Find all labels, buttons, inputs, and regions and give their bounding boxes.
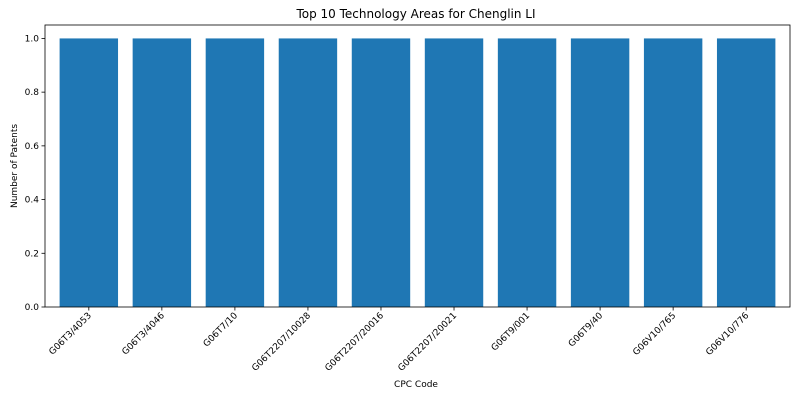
x-tick-label: G06V10/765 bbox=[631, 311, 678, 358]
y-tick-label: 0.0 bbox=[25, 303, 40, 313]
plot-area: G06T3/4053 G06T3/4046 G06T7/10 G06T2207/100… bbox=[25, 25, 790, 374]
x-tick-label: G06T9/001 bbox=[490, 311, 532, 353]
y-tick-label: 1.0 bbox=[25, 34, 40, 44]
x-tick-label: G06T3/4046 bbox=[121, 311, 168, 358]
chart-title: Top 10 Technology Areas for Chenglin LI bbox=[295, 7, 535, 21]
y-tick-label: 0.2 bbox=[25, 249, 39, 259]
bar-G06T2207/20016 bbox=[352, 38, 410, 307]
bar-G06T2207/10028 bbox=[279, 38, 337, 307]
x-tick-label: G06T7/10 bbox=[202, 311, 240, 349]
bar-G06T3/4046 bbox=[133, 38, 191, 307]
bar-G06V10/765 bbox=[644, 38, 702, 307]
x-tick-label: G06T3/4053 bbox=[48, 311, 94, 357]
y-tick-label: 0.8 bbox=[25, 88, 40, 98]
y-tick-label: 0.6 bbox=[25, 142, 40, 152]
bar-G06T2207/20021 bbox=[425, 38, 483, 307]
bar-G06V10/776 bbox=[717, 38, 775, 307]
bar-G06T3/4053 bbox=[60, 38, 118, 307]
bar-G06T9/40 bbox=[571, 38, 629, 307]
y-tick-label: 0.4 bbox=[25, 196, 40, 206]
x-tick-label: G06V10/776 bbox=[704, 311, 751, 358]
x-axis-label: CPC Code bbox=[394, 380, 438, 390]
x-tick-label: G06T2207/20021 bbox=[397, 311, 460, 374]
y-axis-label: Number of Patents bbox=[10, 124, 20, 208]
bar-G06T9/001 bbox=[498, 38, 556, 307]
bar-G06T7/10 bbox=[206, 38, 264, 307]
x-tick-label: G06T2207/20016 bbox=[324, 311, 387, 374]
x-tick-label: G06T9/40 bbox=[567, 311, 605, 349]
x-tick-label: G06T2207/10028 bbox=[250, 311, 313, 374]
